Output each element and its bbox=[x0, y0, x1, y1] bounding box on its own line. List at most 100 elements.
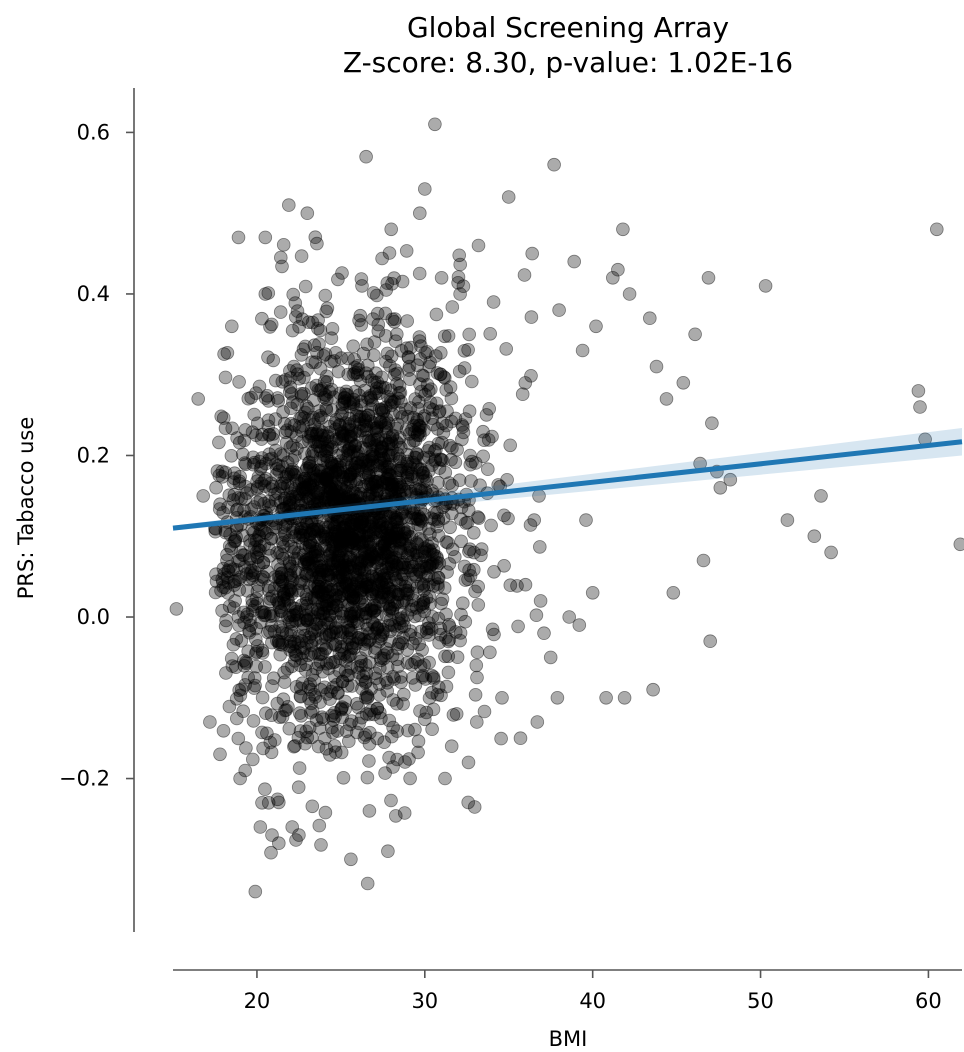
data-point bbox=[328, 607, 343, 621]
data-point bbox=[355, 279, 369, 293]
data-point bbox=[387, 271, 401, 285]
data-point bbox=[268, 570, 282, 584]
data-point bbox=[403, 771, 417, 786]
data-point bbox=[342, 417, 357, 431]
data-point bbox=[248, 646, 263, 661]
data-point bbox=[409, 415, 424, 429]
data-point bbox=[288, 449, 302, 463]
data-point bbox=[301, 559, 316, 573]
data-point bbox=[365, 548, 379, 562]
data-point bbox=[416, 451, 431, 465]
data-point bbox=[547, 157, 561, 172]
data-point bbox=[501, 511, 515, 526]
data-point bbox=[363, 561, 378, 576]
data-point bbox=[400, 583, 415, 598]
data-point bbox=[411, 734, 426, 748]
data-point bbox=[375, 539, 389, 553]
data-point bbox=[438, 465, 453, 480]
data-point bbox=[243, 612, 257, 627]
data-point bbox=[383, 383, 398, 398]
data-point bbox=[530, 715, 545, 729]
data-point bbox=[284, 387, 299, 401]
data-point bbox=[433, 345, 448, 360]
data-point bbox=[408, 392, 423, 406]
data-point bbox=[367, 707, 381, 722]
data-point bbox=[257, 473, 272, 488]
data-point bbox=[303, 526, 317, 541]
data-point bbox=[309, 435, 323, 449]
x-tick-label: 20 bbox=[244, 989, 271, 1013]
data-point bbox=[243, 538, 258, 552]
data-point bbox=[358, 410, 373, 425]
data-point bbox=[293, 527, 308, 542]
data-point bbox=[484, 518, 498, 533]
data-point bbox=[376, 580, 391, 595]
data-point bbox=[249, 386, 263, 400]
data-point bbox=[285, 820, 300, 834]
data-point bbox=[324, 516, 338, 531]
data-point bbox=[366, 459, 381, 473]
data-point bbox=[216, 411, 231, 425]
data-point bbox=[441, 329, 456, 343]
data-point bbox=[379, 642, 394, 656]
data-point bbox=[334, 745, 349, 760]
data-point bbox=[238, 678, 253, 692]
data-point bbox=[363, 449, 378, 464]
data-point bbox=[338, 521, 352, 535]
data-point bbox=[246, 457, 261, 472]
data-point bbox=[374, 444, 389, 459]
data-point bbox=[344, 458, 359, 473]
data-point bbox=[302, 580, 317, 594]
data-point bbox=[320, 301, 335, 316]
data-point bbox=[244, 618, 258, 633]
data-point bbox=[381, 526, 396, 541]
data-point bbox=[375, 516, 390, 531]
data-point bbox=[377, 571, 392, 586]
data-point bbox=[368, 666, 383, 681]
data-point bbox=[307, 592, 322, 607]
data-point bbox=[335, 492, 349, 507]
data-point bbox=[371, 317, 386, 332]
data-point bbox=[293, 689, 308, 703]
data-point bbox=[430, 519, 445, 534]
data-point bbox=[397, 806, 412, 820]
data-point bbox=[318, 805, 333, 820]
chart-subtitle: Z-score: 8.30, p-value: 1.02E-16 bbox=[343, 46, 793, 79]
data-point bbox=[368, 641, 383, 655]
data-point bbox=[388, 510, 403, 525]
data-point bbox=[344, 429, 358, 444]
data-point bbox=[372, 543, 387, 558]
data-point bbox=[398, 583, 413, 598]
data-point bbox=[393, 487, 407, 502]
data-point bbox=[442, 476, 457, 490]
data-point bbox=[317, 474, 332, 489]
data-point bbox=[276, 551, 291, 566]
data-point bbox=[319, 612, 333, 627]
data-point bbox=[378, 507, 393, 522]
data-point bbox=[372, 386, 386, 401]
data-point bbox=[468, 456, 483, 470]
data-point bbox=[360, 691, 375, 705]
data-point bbox=[406, 547, 421, 562]
data-point bbox=[304, 682, 318, 697]
data-point bbox=[338, 654, 353, 668]
y-axis-label: PRS: Tabacco use bbox=[14, 417, 38, 600]
data-point bbox=[401, 723, 415, 738]
data-point bbox=[335, 710, 349, 725]
data-point bbox=[388, 530, 402, 545]
data-point bbox=[376, 625, 391, 639]
data-point bbox=[396, 555, 410, 570]
data-point bbox=[346, 485, 361, 500]
data-point bbox=[384, 222, 399, 237]
data-point bbox=[386, 522, 401, 536]
data-point bbox=[371, 431, 386, 445]
data-point bbox=[369, 547, 384, 562]
data-point bbox=[442, 632, 457, 647]
data-point bbox=[401, 350, 416, 364]
data-point bbox=[311, 519, 326, 534]
data-point bbox=[324, 708, 339, 723]
data-point bbox=[358, 728, 373, 742]
data-point bbox=[346, 392, 361, 407]
data-point bbox=[448, 455, 463, 470]
data-point bbox=[437, 371, 452, 385]
